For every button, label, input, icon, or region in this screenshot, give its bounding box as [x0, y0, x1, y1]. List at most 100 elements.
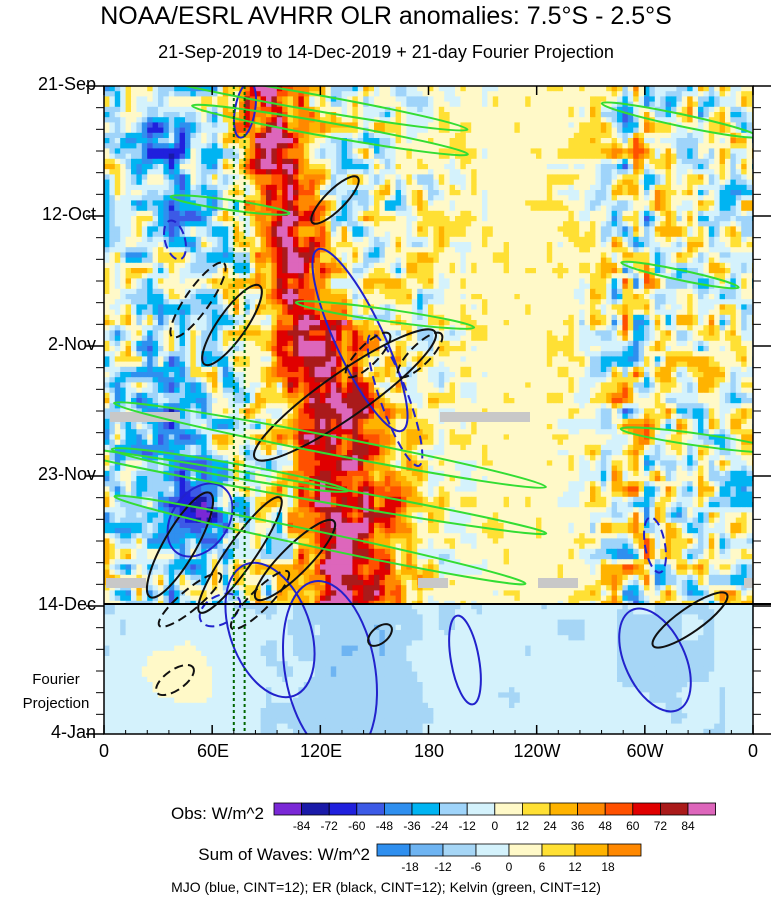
- mjo-contour: [311, 247, 409, 433]
- er-contour: [253, 328, 437, 462]
- y-tick-label: 2-Nov: [47, 334, 96, 354]
- x-tick-label: 60E: [196, 741, 230, 761]
- kelvin-contour: [131, 86, 469, 132]
- kelvin-contour: [169, 194, 291, 216]
- mjo-contour: [366, 333, 424, 467]
- projection-label: Fourier Projection: [22, 671, 90, 712]
- obs-colorbar-tick: -24: [431, 819, 449, 833]
- er-contour: [396, 331, 444, 379]
- obs-colorbar-swatch: [577, 802, 606, 816]
- waves-colorbar-tick: 0: [506, 860, 513, 874]
- mjo-contour: [224, 561, 316, 699]
- mjo-contour: [643, 516, 667, 574]
- obs-colorbar-tick: 36: [571, 819, 585, 833]
- y-tick-label: 4-Jan: [50, 722, 96, 742]
- obs-colorbar-swatch: [549, 802, 579, 816]
- obs-colorbar-swatch: [411, 802, 441, 816]
- waves-colorbar-tick: 18: [601, 860, 615, 874]
- er-contour: [201, 283, 263, 367]
- kelvin-contour: [104, 444, 548, 536]
- obs-colorbar-tick: 60: [626, 819, 640, 833]
- missing-data-band: [110, 412, 180, 422]
- x-tick-label: 120E: [299, 741, 343, 761]
- kelvin-contour: [191, 103, 469, 157]
- kelvin-contour: [113, 401, 547, 489]
- kelvin-contour: [294, 300, 476, 330]
- obs-colorbar-tick: 48: [599, 819, 613, 833]
- obs-colorbar-tick: 0: [491, 819, 498, 833]
- obs-colorbar-swatch: [659, 802, 689, 816]
- x-tick-label: 0: [98, 741, 109, 761]
- er-contour: [169, 261, 227, 339]
- er-contour: [310, 175, 360, 225]
- er-contour: [145, 491, 215, 599]
- waves-colorbar-tick: -12: [434, 860, 452, 874]
- waves-colorbar-swatch: [541, 843, 576, 857]
- obs-colorbar-tick: 12: [516, 819, 530, 833]
- er-contour: [197, 496, 283, 614]
- obs-colorbar-tick: -36: [403, 819, 421, 833]
- x-tick-label: 180: [413, 741, 445, 761]
- obs-colorbar-swatch: [466, 802, 496, 816]
- obs-colorbar-tick: 72: [654, 819, 668, 833]
- missing-data-band: [418, 578, 448, 588]
- x-tick-label: 120W: [513, 741, 561, 761]
- er-contour: [155, 663, 195, 697]
- obs-colorbar-swatch: [384, 802, 413, 816]
- obs-colorbar-tick: -60: [348, 819, 366, 833]
- waves-colorbar-tick: -6: [471, 860, 482, 874]
- y-tick-label: 23-Nov: [37, 464, 96, 484]
- waves-colorbar-swatch: [574, 843, 609, 857]
- er-contour: [253, 518, 337, 602]
- er-contour: [651, 591, 729, 649]
- obs-colorbar-swatch: [439, 802, 468, 816]
- kelvin-contour: [620, 260, 740, 290]
- waves-colorbar-swatch: [508, 843, 543, 857]
- waves-colorbar-label: Sum of Waves: W/m^2: [198, 845, 370, 864]
- waves-colorbar-swatch: [409, 843, 444, 857]
- x-tick-label: 60W: [626, 741, 664, 761]
- obs-colorbar: -84 -72 -60 -48 -36 -24 -12 0 12 24 36 48 60 72 84: [273, 802, 717, 833]
- er-contour: [157, 572, 223, 628]
- obs-colorbar-swatch: [328, 802, 358, 816]
- kelvin-contour: [113, 494, 527, 586]
- waves-colorbar-swatch: [442, 843, 477, 857]
- obs-colorbar-tick: 84: [681, 819, 695, 833]
- obs-colorbar-tick: -48: [376, 819, 394, 833]
- mjo-contour: [448, 614, 482, 706]
- obs-colorbar-swatch: [301, 802, 330, 816]
- obs-colorbar-swatch: [632, 802, 661, 816]
- waves-colorbar-swatch: [607, 843, 642, 857]
- mjo-contour: [198, 592, 242, 628]
- mjo-contour: [282, 580, 378, 734]
- obs-colorbar-swatch: [356, 802, 385, 816]
- chart-subtitle: 21-Sep-2019 to 14-Dec-2019 + 21-day Four…: [158, 42, 614, 62]
- y-tick-label: 12-Oct: [41, 204, 96, 224]
- missing-data-band: [744, 578, 753, 588]
- er-contour: [229, 569, 291, 631]
- kelvin-contour: [619, 426, 753, 454]
- mjo-contour: [163, 219, 187, 261]
- y-tick-label: 21-Sep: [37, 74, 96, 94]
- waves-colorbar-tick: 12: [568, 860, 582, 874]
- y-tick-label: 14-Dec: [37, 594, 96, 614]
- obs-colorbar-tick: -72: [321, 819, 339, 833]
- obs-colorbar-swatch: [273, 802, 303, 816]
- obs-colorbar-swatch: [604, 802, 634, 816]
- obs-colorbar-swatch: [521, 802, 551, 816]
- missing-data-band: [106, 578, 146, 588]
- chart-title: NOAA/ESRL AVHRR OLR anomalies: 7.5°S - 2…: [100, 2, 672, 30]
- waves-colorbar-swatch: [376, 843, 411, 857]
- obs-colorbar-tick: -12: [459, 819, 477, 833]
- waves-colorbar-tick: 6: [539, 860, 546, 874]
- obs-colorbar-swatch: [494, 802, 523, 816]
- legend-note: MJO (blue, CINT=12); ER (black, CINT=12)…: [171, 879, 601, 895]
- obs-colorbar-tick: 24: [543, 819, 557, 833]
- obs-colorbar-tick: -84: [293, 819, 311, 833]
- er-contour: [344, 331, 392, 379]
- mjo-contour: [618, 607, 692, 713]
- kelvin-contour: [600, 101, 753, 139]
- missing-data-band: [538, 578, 578, 588]
- er-contour: [367, 623, 393, 647]
